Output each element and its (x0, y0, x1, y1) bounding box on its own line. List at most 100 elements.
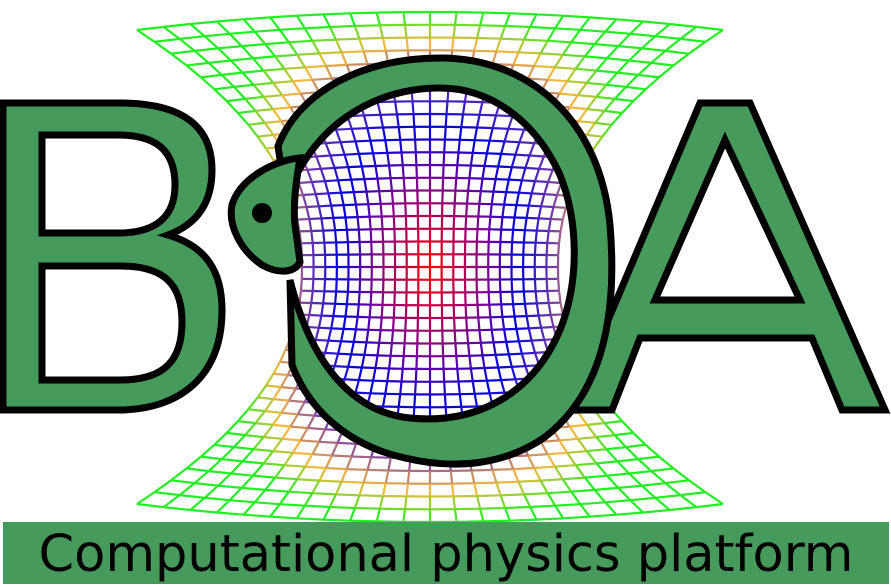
grid-line (369, 140, 375, 154)
grid-line (330, 205, 335, 219)
grid-line (243, 513, 271, 518)
grid-line (471, 380, 476, 394)
grid-line (350, 443, 358, 457)
grid-line (499, 229, 503, 243)
grid-line (628, 47, 643, 62)
grid-line (332, 217, 337, 231)
grid-line (547, 169, 554, 183)
grid-line (296, 13, 324, 17)
grid-line (376, 178, 381, 192)
grid-line (329, 155, 336, 169)
grid-line (477, 36, 501, 40)
grid-line (403, 24, 408, 38)
grid-line (536, 13, 564, 17)
grid-line (241, 486, 266, 491)
grid-line (360, 166, 366, 180)
grid-line (501, 152, 516, 156)
grid-line (242, 501, 256, 516)
grid-line (628, 59, 652, 64)
grid-line (372, 153, 377, 167)
grid-line (162, 26, 181, 40)
grid-line (586, 448, 607, 453)
grid-line (381, 127, 387, 141)
grid-line (284, 464, 306, 468)
grid-line (346, 468, 368, 471)
grid-line (539, 480, 549, 494)
grid-line (495, 38, 502, 52)
grid-line (399, 381, 403, 395)
grid-line (330, 442, 339, 456)
grid-line (456, 368, 460, 382)
grid-line (515, 153, 530, 157)
grid-line (512, 217, 516, 230)
grid-line (558, 439, 569, 454)
grid-line (616, 511, 644, 516)
grid-line (354, 316, 359, 330)
grid-line (218, 45, 242, 50)
grid-line (193, 470, 210, 484)
grid-line (504, 327, 517, 331)
grid-line (369, 292, 373, 305)
grid-line (477, 494, 501, 498)
grid-line (544, 193, 558, 197)
grid-line (247, 124, 259, 138)
grid-line (237, 109, 256, 115)
grid-line (584, 43, 596, 58)
grid-line (638, 73, 660, 79)
grid-line (265, 384, 282, 389)
grid-line (363, 342, 368, 356)
grid-line (625, 74, 639, 88)
grid-line (577, 436, 597, 440)
grid-line (384, 470, 390, 484)
grid-line (580, 501, 606, 506)
grid-line (344, 378, 359, 382)
grid-line (680, 491, 706, 497)
grid-line (136, 29, 156, 43)
grid-line (411, 101, 415, 115)
grid-line (575, 67, 597, 72)
grid-line (275, 53, 298, 58)
grid-line (253, 30, 267, 45)
grid-line (296, 401, 306, 415)
grid-line (252, 84, 265, 98)
grid-line (366, 456, 373, 471)
grid-line (264, 122, 275, 136)
grid-line (628, 470, 652, 475)
grid-line (456, 11, 484, 14)
grid-line (255, 422, 274, 426)
grid-line (193, 50, 210, 64)
grid-line (340, 328, 345, 342)
grid-line (310, 181, 317, 195)
grid-line (213, 432, 228, 446)
grid-line (361, 366, 376, 370)
grid-line (584, 474, 608, 479)
grid-line (554, 66, 576, 70)
grid-line (381, 482, 387, 497)
grid-line (136, 25, 164, 32)
grid-line (363, 113, 381, 117)
grid-line (489, 139, 505, 143)
grid-line (189, 496, 206, 511)
grid-line (273, 372, 288, 377)
grid-line (483, 519, 510, 523)
grid-line (340, 140, 356, 144)
grid-line (189, 23, 206, 38)
grid-line (454, 343, 458, 357)
grid-line (253, 489, 267, 504)
grid-line (566, 68, 577, 82)
grid-line (531, 338, 545, 342)
grid-line (621, 420, 635, 434)
grid-line (632, 432, 647, 446)
grid-line (541, 325, 554, 329)
grid-line (688, 40, 707, 55)
grid-line (367, 126, 384, 130)
grid-line (214, 85, 235, 91)
grid-line (505, 179, 510, 193)
grid-line (335, 37, 360, 41)
grid-line (586, 96, 598, 110)
grid-line (557, 231, 562, 244)
grid-line (500, 493, 525, 497)
grid-line (595, 57, 608, 72)
grid-line (272, 82, 284, 96)
grid-line (288, 387, 297, 402)
